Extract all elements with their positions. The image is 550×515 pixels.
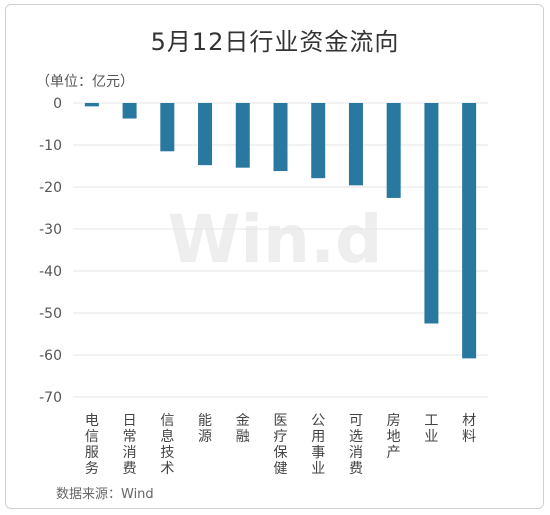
bar	[311, 103, 326, 179]
y-tick-label: -10	[39, 138, 62, 154]
bar	[84, 103, 99, 107]
y-tick-label: 0	[53, 96, 62, 112]
y-tick-label: -50	[39, 306, 62, 322]
bar	[348, 103, 363, 186]
y-tick-label: -20	[39, 180, 62, 196]
bar	[235, 103, 250, 168]
bar	[462, 103, 477, 359]
x-tick-label: 金融	[236, 413, 250, 445]
unit-label: （单位：亿元）	[36, 74, 134, 90]
y-tick-label: -40	[39, 264, 62, 280]
x-tick-label: 材料	[462, 413, 476, 445]
x-tick-label: 信息技术	[160, 413, 174, 477]
x-tick-label: 日常消费	[123, 413, 137, 477]
bar	[160, 103, 175, 152]
bar	[386, 103, 401, 198]
y-tick-label: -30	[39, 222, 62, 238]
x-tick-label: 能源	[198, 413, 212, 445]
chart-title: 5月12日行业资金流向	[150, 28, 400, 56]
x-tick-label: 工业	[424, 413, 438, 445]
watermark: Win.d	[168, 201, 383, 278]
x-tick-label: 电信服务	[85, 413, 99, 477]
bar	[424, 103, 439, 324]
x-tick-label: 公用事业	[311, 413, 325, 477]
bar	[273, 103, 288, 172]
chart-frame	[5, 4, 544, 509]
x-tick-label: 医疗保健	[274, 413, 288, 477]
y-tick-label: -60	[39, 348, 62, 364]
x-tick-label: 可选消费	[349, 413, 363, 477]
bar	[198, 103, 213, 166]
bar	[122, 103, 137, 119]
y-tick-label: -70	[39, 390, 62, 406]
x-tick-label: 房地产	[387, 413, 401, 461]
source-label: 数据来源：Wind	[56, 487, 154, 502]
